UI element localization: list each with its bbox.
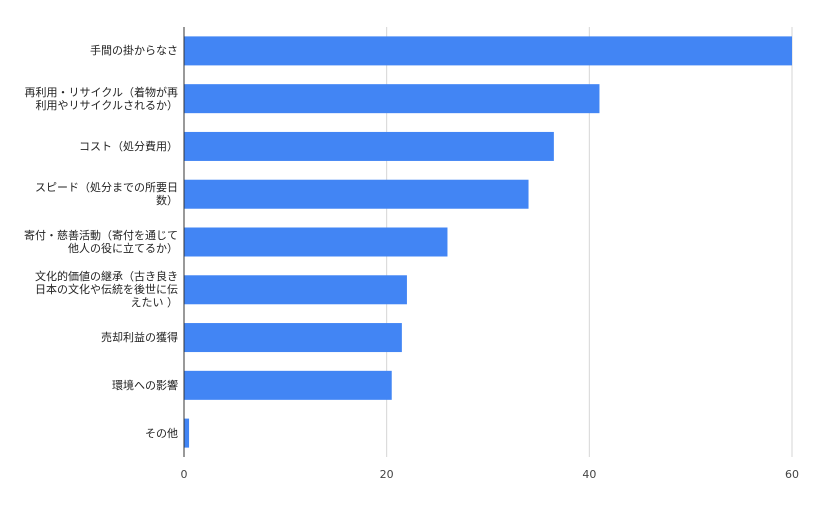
bar — [184, 418, 190, 448]
category-label: スピード（処分までの所要日 数） — [35, 181, 178, 208]
x-tick-label: 40 — [582, 468, 596, 481]
category-label: 売却利益の獲得 — [101, 331, 178, 345]
category-label: 寄付・慈善活動（寄付を通じて 他人の役に立てるか） — [24, 229, 178, 255]
category-label: 環境への影響 — [112, 378, 178, 392]
bar — [184, 323, 402, 353]
bar — [184, 36, 792, 66]
bar — [184, 275, 407, 305]
bar — [184, 131, 554, 161]
bar — [184, 84, 600, 114]
category-label: 文化的価値の継承（古き良き 日本の文化や伝統を後世に伝 えたい ） — [35, 270, 178, 310]
bar — [184, 370, 392, 400]
category-label: その他 — [145, 426, 178, 440]
category-label: 再利用・リサイクル（着物が再 利用やリサイクルされるか） — [24, 85, 178, 112]
category-label: 手間の掛からなさ — [90, 44, 178, 58]
x-tick-label: 20 — [380, 468, 394, 481]
category-label: コスト（処分費用） — [79, 139, 178, 153]
x-tick-label: 60 — [785, 468, 799, 481]
bar — [184, 179, 529, 209]
bar — [184, 227, 448, 257]
x-tick-label: 0 — [181, 468, 188, 481]
